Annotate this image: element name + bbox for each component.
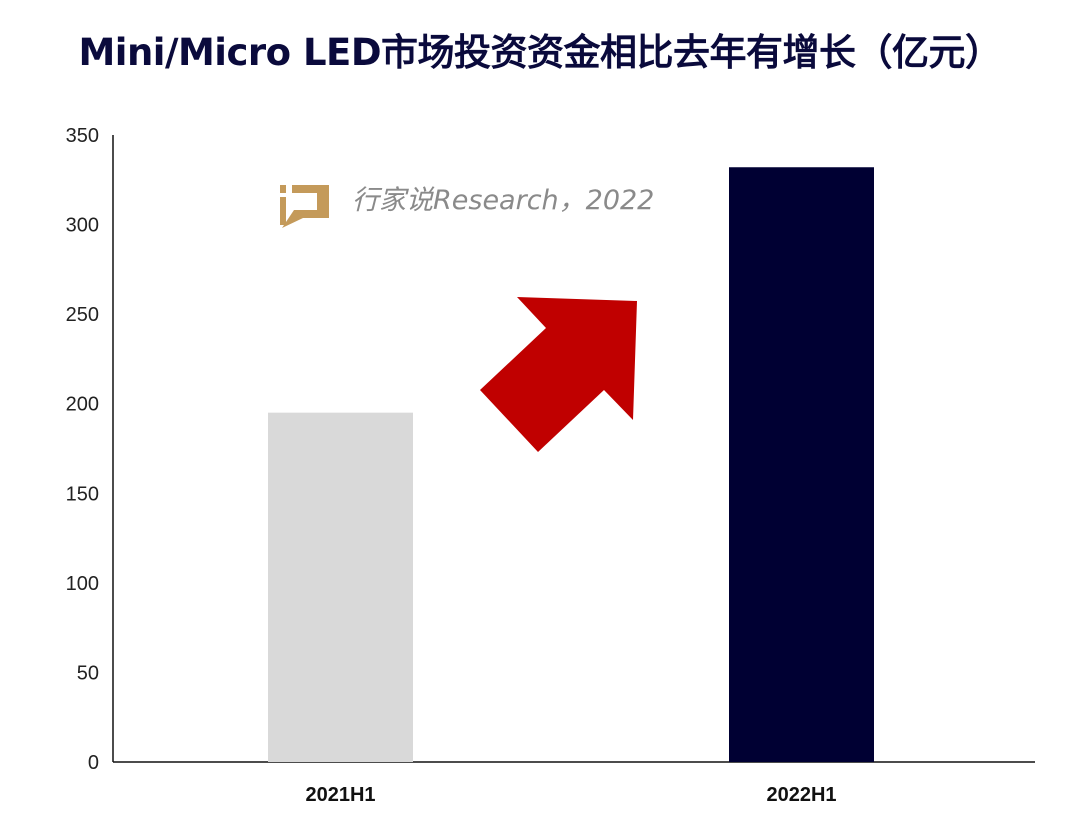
x-tick-label: 2022H1 [766, 784, 836, 806]
bar-2021H1 [268, 412, 413, 762]
y-tick-label: 200 [66, 394, 99, 416]
watermark-text: 行家说Research，2022 [352, 185, 654, 216]
y-tick-label: 150 [66, 483, 99, 505]
watermark-logo-icon [280, 185, 329, 228]
y-tick-label: 100 [66, 573, 99, 595]
y-tick-label: 0 [88, 752, 99, 774]
bar-2022H1 [729, 167, 874, 762]
y-tick-label: 250 [66, 304, 99, 326]
chart-title: Mini/Micro LED市场投资资金相比去年有增长（亿元） [78, 31, 1002, 74]
x-tick-label: 2021H1 [305, 784, 375, 806]
y-tick-label: 350 [66, 125, 99, 147]
y-tick-label: 50 [77, 662, 99, 684]
y-tick-label: 300 [66, 215, 99, 237]
growth-arrow-icon [480, 297, 637, 452]
